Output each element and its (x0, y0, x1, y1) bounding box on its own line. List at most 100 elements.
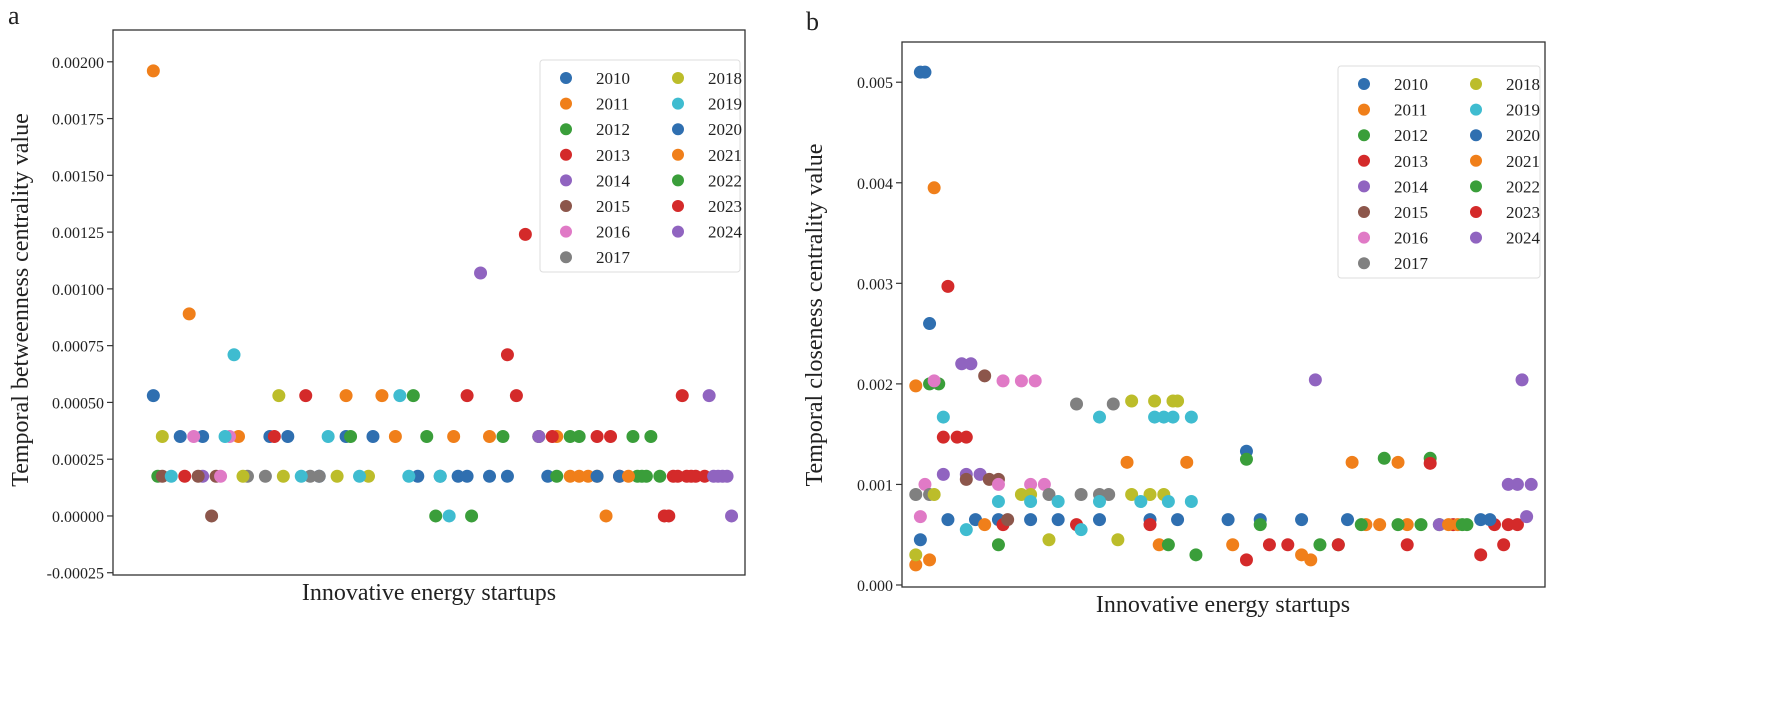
data-point (182, 307, 196, 321)
data-point (1295, 513, 1309, 527)
legend-marker (560, 200, 572, 212)
legend-marker (672, 123, 684, 136)
legend: 2010 2011 2012 2013 2014 2015 2016 2017 2018 2019… (1337, 65, 1541, 279)
legend-label: 2017 (1394, 254, 1429, 273)
data-point (1001, 513, 1015, 527)
legend-label: 2020 (1506, 126, 1540, 145)
data-point (1510, 477, 1524, 491)
series-2020 (1474, 513, 1497, 527)
data-point (959, 430, 973, 444)
legend-label: 2019 (708, 95, 742, 114)
data-point (1377, 451, 1391, 465)
legend-marker (1358, 103, 1370, 116)
data-point (1239, 553, 1253, 567)
data-point (1134, 495, 1148, 509)
data-point (500, 348, 514, 362)
legend-marker (1470, 103, 1482, 116)
data-point (1345, 455, 1359, 469)
data-point (299, 389, 313, 403)
data-point (1501, 477, 1515, 491)
data-point (1391, 455, 1405, 469)
y-tick-label: 0.002 (857, 377, 893, 394)
data-point (1143, 487, 1157, 501)
data-point (959, 472, 973, 486)
data-point (1510, 518, 1524, 532)
x-axis-label: Innovative energy startups (1096, 592, 1350, 618)
series-2010 (146, 389, 555, 483)
data-point (1092, 410, 1106, 424)
data-point (1024, 477, 1038, 491)
data-point (550, 469, 564, 483)
data-point (500, 469, 514, 483)
legend-marker (560, 123, 572, 136)
legend-marker (1358, 180, 1370, 193)
legend-marker (1470, 78, 1482, 90)
data-point (232, 429, 246, 443)
data-point (1373, 518, 1387, 532)
legend-box (539, 59, 741, 273)
data-point (1221, 513, 1235, 527)
data-point (1460, 518, 1474, 532)
series-2023 (1501, 518, 1524, 532)
legend-marker (560, 72, 572, 84)
data-point (1106, 397, 1120, 411)
data-point (909, 379, 923, 393)
legend-marker (672, 72, 684, 84)
y-tick-label: 0.003 (857, 276, 893, 293)
data-point (1161, 538, 1175, 552)
data-point (330, 469, 344, 483)
data-point (388, 429, 402, 443)
legend-label: 2019 (1506, 101, 1540, 120)
legend-marker (1358, 206, 1370, 218)
legend-label: 2020 (708, 120, 742, 139)
series-2019 (164, 348, 456, 523)
data-point (1042, 533, 1056, 547)
data-point (918, 65, 932, 79)
data-point (483, 429, 497, 443)
chart-b: b Innovative energy startups Temporal cl… (802, 7, 1546, 618)
data-point (1474, 513, 1488, 527)
data-point (1014, 374, 1028, 388)
data-point (483, 469, 497, 483)
data-point (353, 469, 367, 483)
legend-label: 2023 (1506, 203, 1540, 222)
y-tick-label: 0.00200 (52, 55, 104, 72)
series-2016 (913, 374, 1051, 524)
data-point (590, 469, 604, 483)
data-point (1442, 518, 1456, 532)
data-point (909, 548, 923, 562)
legend-label: 2017 (596, 248, 631, 267)
legend-label: 2015 (596, 197, 630, 216)
data-point (1520, 510, 1534, 524)
data-point (936, 467, 950, 481)
data-point (1423, 456, 1437, 470)
legend-label: 2010 (1394, 75, 1428, 94)
data-point (312, 469, 326, 483)
y-tick-label: 0.00125 (52, 225, 104, 242)
y-tick-label: 0.00025 (52, 452, 104, 469)
data-point (702, 389, 716, 403)
legend-label: 2011 (1394, 101, 1427, 120)
legend-marker (1470, 180, 1482, 193)
data-point (720, 469, 734, 483)
data-point (205, 509, 219, 523)
data-point (1111, 533, 1125, 547)
data-point (164, 469, 178, 483)
data-point (1239, 452, 1253, 466)
data-point (1414, 518, 1428, 532)
data-point (1166, 410, 1180, 424)
y-tick-label: 0.004 (857, 176, 893, 193)
legend-label: 2013 (1394, 152, 1428, 171)
data-point (671, 469, 685, 483)
data-point (1125, 394, 1139, 408)
data-point (1281, 538, 1295, 552)
legend-marker (1358, 257, 1370, 270)
data-point (1497, 538, 1511, 552)
data-point (366, 429, 380, 443)
data-point (590, 429, 604, 443)
data-point (191, 469, 205, 483)
series-2011 (909, 181, 1414, 572)
data-point (447, 429, 461, 443)
data-point (927, 181, 941, 195)
data-point (662, 509, 676, 523)
